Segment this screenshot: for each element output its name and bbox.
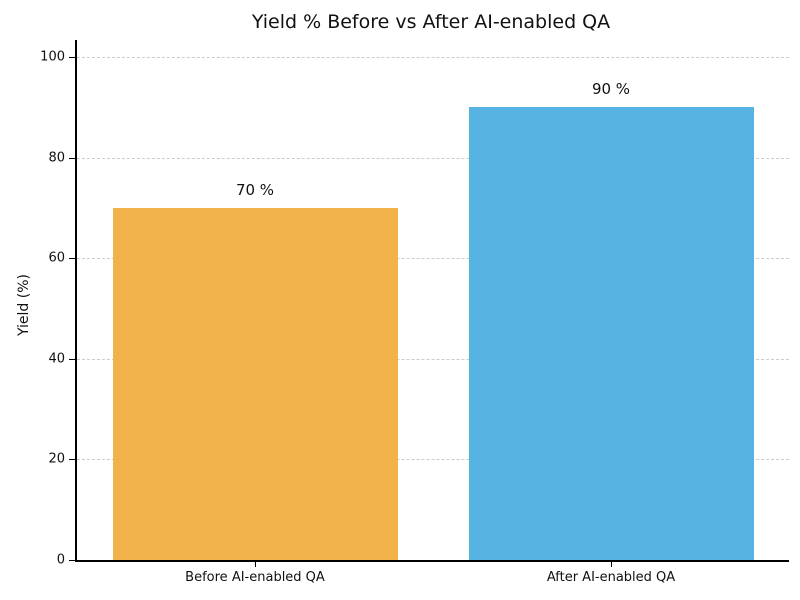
y-axis-label: Yield (%) — [16, 273, 32, 337]
gridline — [77, 358, 789, 360]
bar-value-label: 90 % — [591, 80, 631, 98]
y-tick — [69, 157, 75, 159]
y-tick-label: 20 — [48, 451, 65, 467]
y-tick — [69, 459, 75, 461]
y-tick — [69, 57, 75, 59]
y-tick-label: 80 — [48, 150, 65, 166]
gridline — [77, 258, 789, 260]
y-tick-label: 60 — [48, 250, 65, 266]
y-tick-label: 100 — [40, 49, 65, 65]
plot-area: 0 20 40 60 80 100 70 % Before AI-enabled QA 90 %… — [40, 40, 789, 585]
y-tick — [69, 560, 75, 561]
x-tick — [611, 562, 612, 567]
x-tick — [255, 562, 256, 567]
y-tick-label: 0 — [56, 552, 65, 568]
y-tick — [69, 258, 75, 260]
x-tick-label: Before AI-enabled QA — [185, 570, 325, 585]
bar — [469, 107, 754, 560]
bar-value-label: 70 % — [235, 181, 275, 199]
chart-title: Yield % Before vs After AI-enabled QA — [251, 11, 611, 33]
bar — [113, 208, 398, 560]
y-tick-label: 40 — [48, 351, 65, 367]
gridline — [77, 157, 789, 159]
y-tick — [69, 358, 75, 360]
gridline — [77, 57, 789, 59]
gridline — [77, 459, 789, 461]
x-tick-label: After AI-enabled QA — [546, 570, 676, 585]
